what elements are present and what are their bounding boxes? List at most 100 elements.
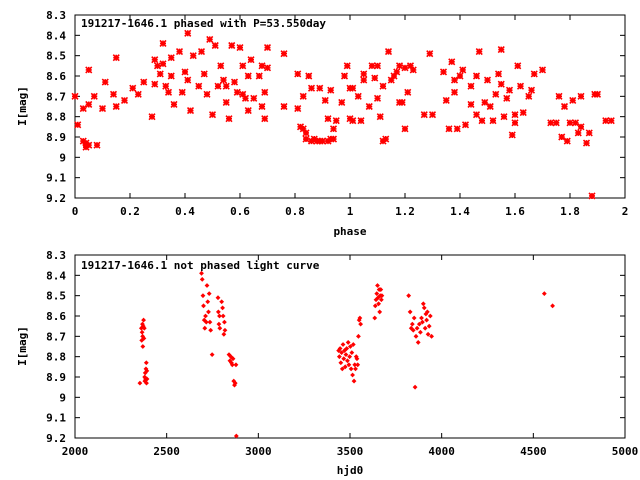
phased-data-point xyxy=(373,62,382,70)
unphased-data-point xyxy=(378,287,384,292)
phased-x-tick-label: 1.6 xyxy=(505,205,525,218)
phased-data-point xyxy=(294,104,302,113)
unphased-y-tick-label: 8.9 xyxy=(46,371,66,384)
phased-data-point xyxy=(387,76,395,84)
phased-data-point xyxy=(500,113,508,121)
phased-data-point xyxy=(200,70,208,78)
unphased-data-point xyxy=(141,317,146,323)
phased-data-point xyxy=(607,117,615,125)
phased-data-point xyxy=(307,84,316,92)
phased-data-point xyxy=(222,82,230,90)
phased-data-point xyxy=(585,129,593,137)
phased-data-point xyxy=(112,102,120,111)
unphased-data-point xyxy=(427,313,433,319)
phased-data-point xyxy=(516,82,525,90)
unphased-data-point xyxy=(209,352,215,358)
phased-data-point xyxy=(109,90,118,98)
phased-y-tick-label: 8.3 xyxy=(46,9,66,22)
unphased-data-point xyxy=(341,356,347,362)
unphased-data-point xyxy=(199,270,204,276)
unphased-data-point xyxy=(142,374,148,380)
phased-data-point xyxy=(406,62,415,70)
unphased-data-point xyxy=(426,323,432,329)
phased-data-point xyxy=(486,102,494,111)
phased-data-point xyxy=(376,113,384,121)
phased-plot-ticks xyxy=(74,14,626,199)
phased-data-point xyxy=(151,80,159,88)
phased-x-tick-label: 0.8 xyxy=(285,205,305,218)
phased-data-point xyxy=(112,54,120,62)
phased-data-point xyxy=(175,48,184,56)
phased-data-point xyxy=(263,43,272,52)
phased-data-point xyxy=(316,84,324,92)
unphased-data-point xyxy=(140,344,146,349)
phased-data-point xyxy=(321,96,329,104)
unphased-plot-x-axis-label: hjd0 xyxy=(337,464,364,477)
phased-data-point xyxy=(153,62,162,70)
phased-plot-title: 191217-1646.1 phased with P=53.550day xyxy=(81,17,326,30)
unphased-data-point xyxy=(233,362,239,368)
phased-data-point xyxy=(547,119,555,127)
phased-data-point xyxy=(305,72,313,80)
phased-data-point xyxy=(401,64,409,72)
unphased-x-tick-label: 3000 xyxy=(245,445,272,458)
phased-x-tick-label: 1.8 xyxy=(560,205,580,218)
phased-data-point xyxy=(164,88,173,96)
phased-data-point xyxy=(93,141,101,149)
phased-data-point xyxy=(439,68,448,76)
unphased-data-point xyxy=(232,380,238,386)
phased-data-point xyxy=(525,92,533,100)
phased-data-point xyxy=(247,56,255,64)
unphased-y-tick-label: 9.1 xyxy=(46,412,66,425)
phased-data-point xyxy=(448,58,456,66)
phased-data-point xyxy=(508,131,516,139)
phased-data-point xyxy=(497,46,505,54)
unphased-data-point xyxy=(347,354,353,360)
phased-data-point xyxy=(563,137,571,145)
unphased-data-point xyxy=(221,331,227,337)
phased-data-point xyxy=(181,68,189,76)
unphased-data-point xyxy=(144,380,149,386)
phased-y-tick-label: 8.5 xyxy=(46,50,66,63)
phased-data-point xyxy=(338,98,346,106)
phased-data-point xyxy=(395,62,404,70)
phased-data-point xyxy=(360,76,368,84)
unphased-data-point xyxy=(339,350,344,355)
unphased-data-point xyxy=(215,309,221,315)
phased-data-point xyxy=(159,39,167,48)
phased-data-point xyxy=(538,66,547,74)
unphased-data-point xyxy=(409,321,415,327)
phased-data-point xyxy=(294,70,302,78)
unphased-plot-x-tick-labels: 2000 2500 3000 3500 4000 4500 5000 xyxy=(62,445,639,458)
unphased-data-point xyxy=(358,321,364,327)
unphased-data-point xyxy=(217,313,222,319)
phased-data-point xyxy=(258,102,266,111)
phased-data-point xyxy=(280,50,288,58)
phased-data-point xyxy=(228,41,236,50)
phased-data-point xyxy=(211,41,219,50)
phased-x-tick-label: 1 xyxy=(347,205,354,218)
unphased-data-point xyxy=(199,277,205,282)
phased-data-point xyxy=(263,64,272,72)
unphased-y-tick-label: 9.2 xyxy=(46,432,66,445)
unphased-data-point xyxy=(338,360,344,366)
phased-data-point xyxy=(593,90,602,98)
unphased-x-tick-label: 5000 xyxy=(612,445,639,458)
phased-data-point xyxy=(258,62,266,70)
phased-data-point xyxy=(85,100,93,109)
phased-data-point xyxy=(426,50,434,58)
unphased-plot-ticks xyxy=(74,254,626,439)
phased-x-tick-label: 0.6 xyxy=(230,205,250,218)
phased-data-point xyxy=(318,137,327,145)
phased-data-point xyxy=(280,102,288,111)
unphased-data-point xyxy=(219,299,225,305)
phased-data-point xyxy=(349,84,357,92)
unphased-data-point xyxy=(201,303,206,309)
phased-data-point xyxy=(208,111,217,119)
unphased-data-point xyxy=(204,283,210,288)
unphased-data-point xyxy=(222,327,228,333)
unphased-data-point xyxy=(141,335,147,341)
phased-data-point xyxy=(85,141,93,149)
unphased-data-point xyxy=(349,350,355,355)
phased-data-point xyxy=(134,90,142,98)
